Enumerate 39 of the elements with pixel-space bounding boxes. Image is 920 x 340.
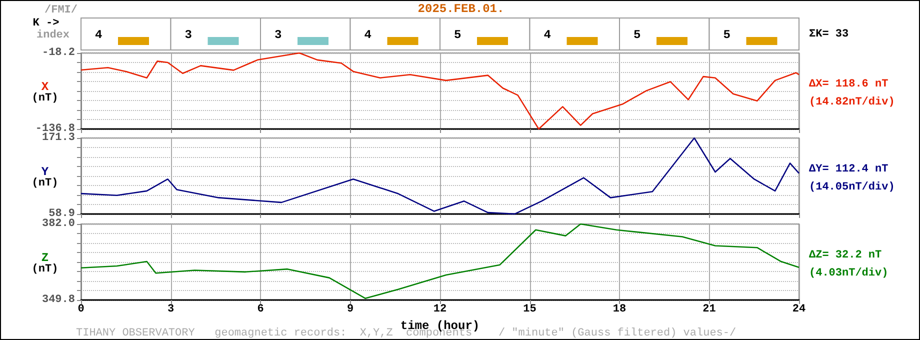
y-tick-label: 382.0 — [42, 218, 75, 230]
line-series — [80, 223, 800, 299]
y-axis-title: X (nT) — [32, 80, 58, 104]
data-label: 5 — [723, 28, 730, 42]
line-series — [80, 137, 800, 215]
y-axis-title: Y (nT) — [32, 165, 58, 190]
y-axis-title: Z (nT) — [32, 251, 58, 276]
x-tick-label: 6 — [257, 304, 264, 316]
text: ΔY= 112.4 nT — [809, 164, 889, 176]
text: /FMI/ — [44, 4, 78, 16]
text: (4.03nT/div) — [809, 268, 888, 280]
data-label: 4 — [364, 28, 372, 42]
data-label: 4 — [544, 28, 551, 42]
text: K -> — [32, 18, 60, 30]
x-tick-label: 24 — [792, 304, 806, 316]
text: (14.05nT/div) — [809, 182, 895, 194]
text: (14.82nT/div) — [809, 96, 895, 108]
text: ΔZ= 32.2 nT — [809, 250, 882, 262]
text: ΣK= 33 — [809, 28, 850, 40]
data-label: 4 — [95, 28, 102, 42]
y-tick-label: 349.8 — [42, 294, 76, 306]
x-tick-label: 3 — [167, 304, 174, 316]
data-label: 3 — [274, 28, 282, 42]
data-label: 5 — [634, 28, 641, 42]
x-tick-label: 18 — [612, 304, 626, 316]
x-tick-label: 21 — [702, 304, 716, 316]
y-tick-label: 171.3 — [42, 132, 76, 144]
y-tick-label: -18.2 — [42, 47, 75, 59]
text: 2025.FEB.01. — [418, 2, 504, 16]
data-label: 3 — [184, 28, 192, 42]
data-label: 5 — [454, 28, 462, 42]
text: index — [36, 30, 70, 42]
x-tick-label: 0 — [78, 304, 84, 316]
y-tick-label: 58.9 — [48, 208, 75, 220]
text: ΔX= 118.6 nT — [809, 78, 889, 90]
x-tick-label: 9 — [346, 304, 354, 316]
x-tick-label: 15 — [523, 304, 537, 316]
x-tick-label: 12 — [433, 304, 447, 316]
line-series — [80, 52, 800, 130]
